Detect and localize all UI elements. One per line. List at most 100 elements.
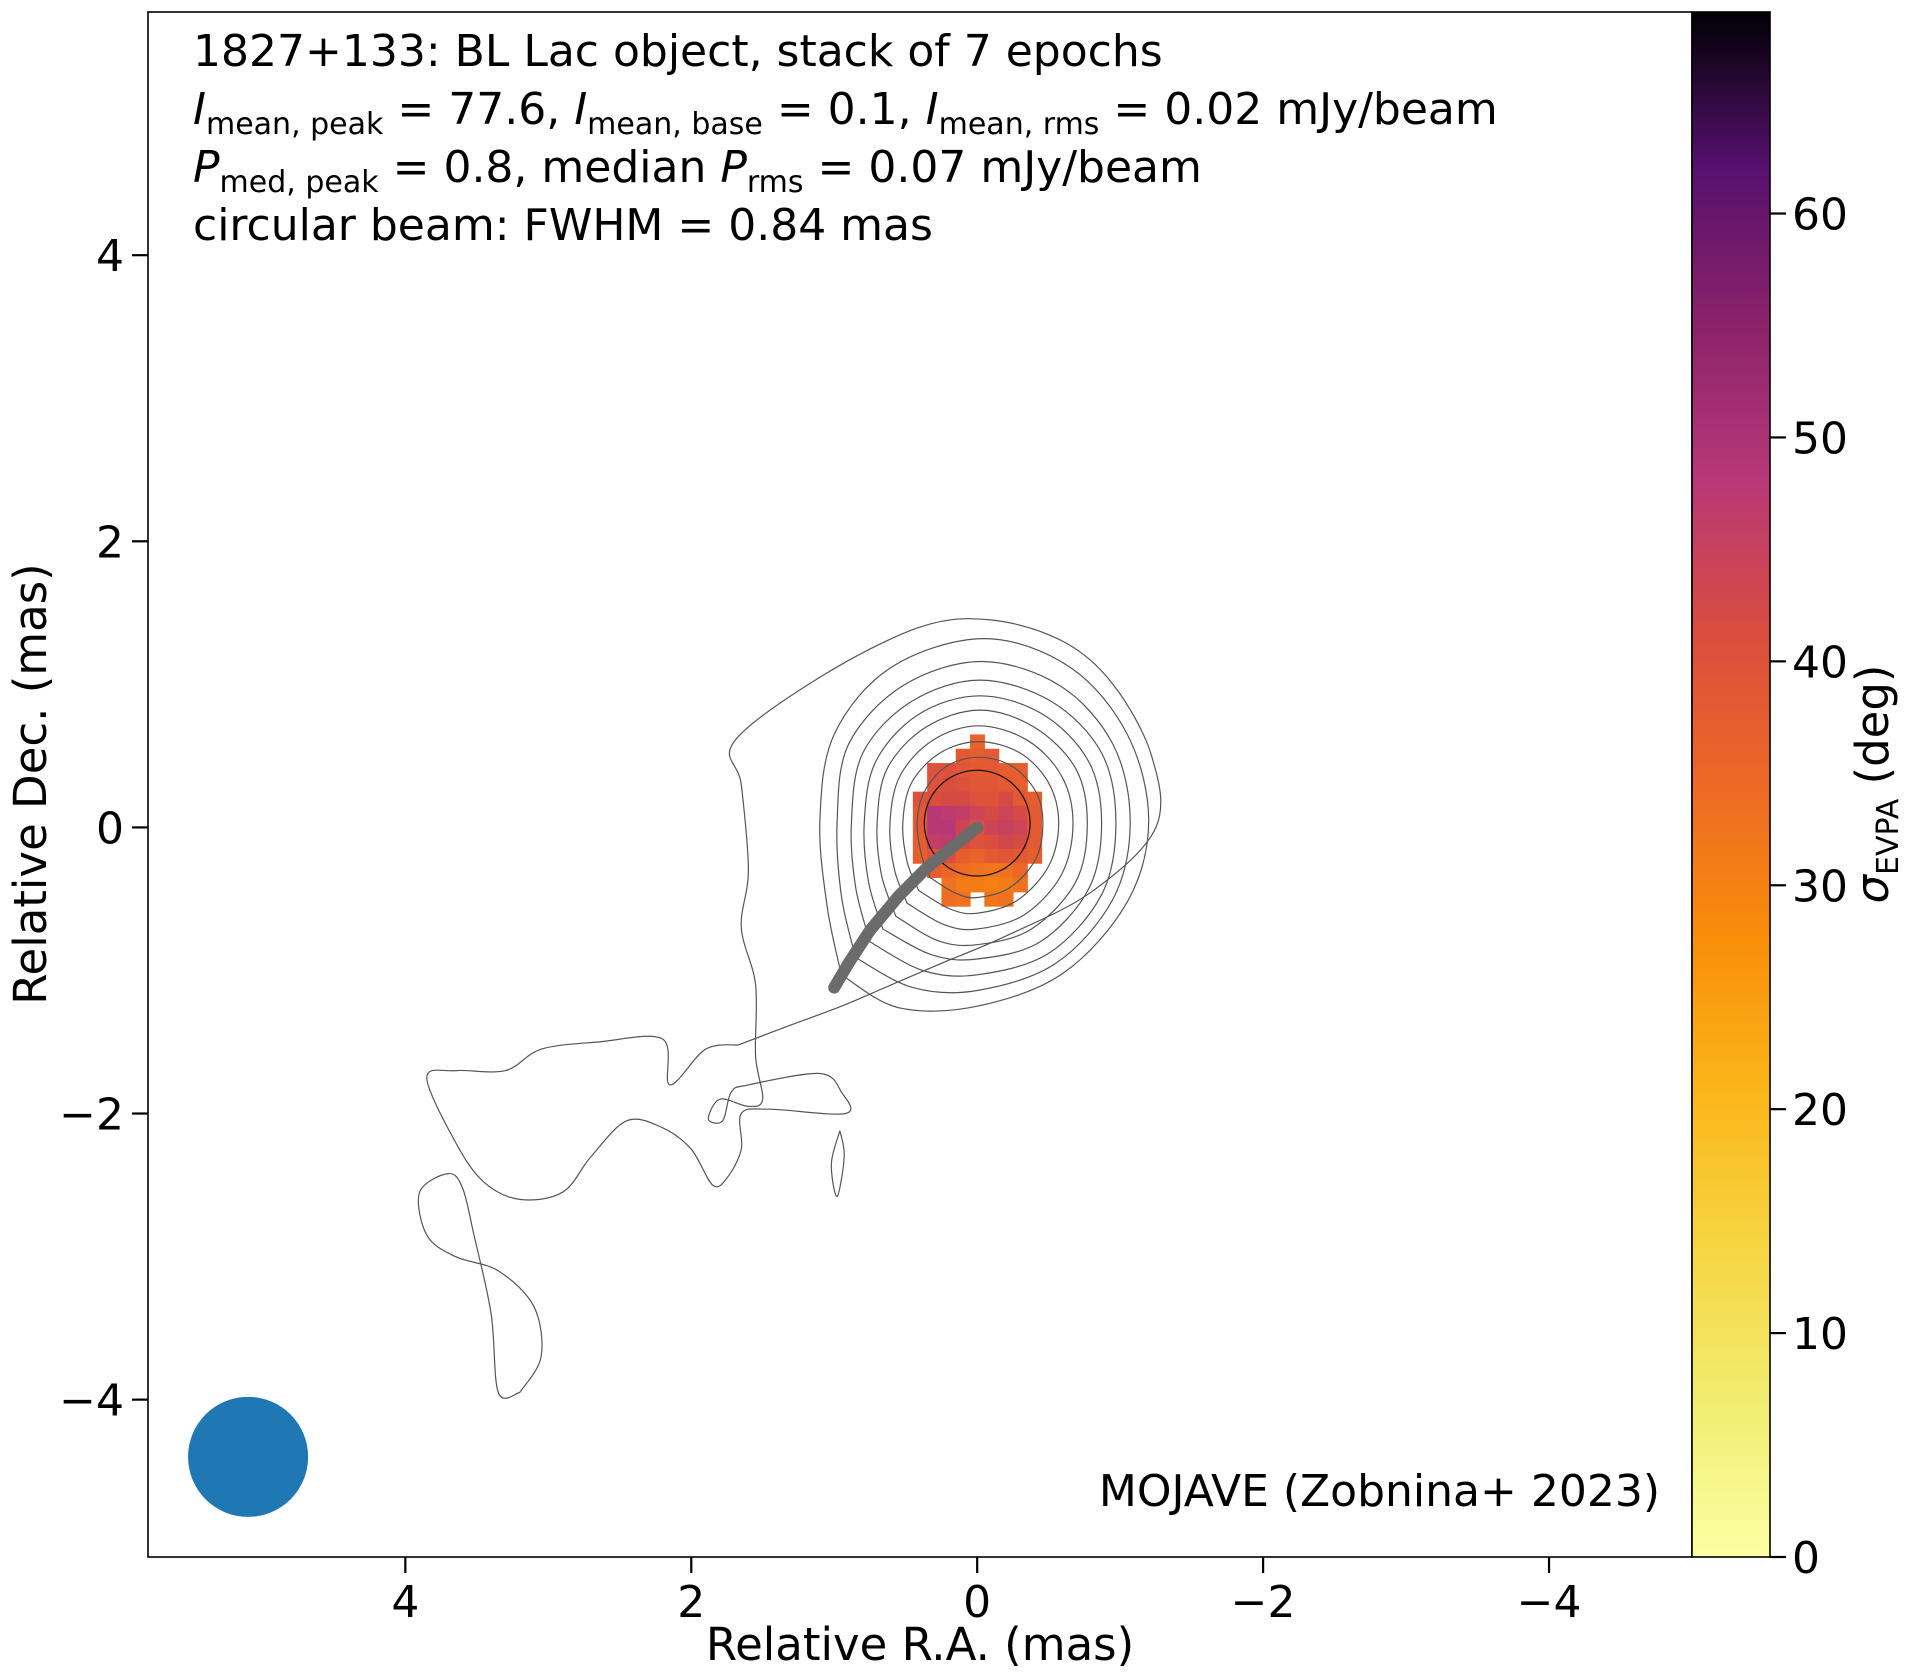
- colorbar-tick-label: 40: [1792, 637, 1848, 688]
- evpa-sigma-pixel: [984, 748, 1000, 764]
- x-tick-label: 2: [677, 1577, 705, 1628]
- evpa-sigma-pixel: [984, 848, 1000, 864]
- beam-layer: [188, 1396, 309, 1517]
- evpa-sigma-pixel: [984, 820, 1000, 836]
- evpa-sigma-pixel: [984, 791, 1000, 807]
- x-tick-label: 0: [963, 1577, 991, 1628]
- evpa-sigma-pixel: [1012, 820, 1028, 836]
- intensity-contour: [850, 679, 1117, 977]
- evpa-sigma-pixel: [1012, 877, 1028, 893]
- evpa-sigma-pixel: [970, 834, 985, 850]
- y-axis-ticks: 4 2 0 −2 −4: [59, 231, 148, 1427]
- y-tick-label: −4: [59, 1376, 124, 1427]
- intensity-contour: [819, 637, 1150, 1012]
- intensity-contour: [916, 756, 1044, 899]
- evpa-sigma-pixel: [1027, 805, 1043, 821]
- evpa-sigma-pixel: [1027, 834, 1043, 850]
- y-tick-label: −2: [59, 1090, 124, 1141]
- evpa-sigma-pixel: [927, 834, 943, 850]
- evpa-sigma-pixel: [927, 763, 943, 778]
- evpa-sigma-pixel: [998, 763, 1014, 778]
- colorbar-ticks: 0 10 20 30 40 50 60: [1770, 190, 1848, 1584]
- evpa-sigma-pixel: [1012, 791, 1028, 807]
- colorbar-tick-label: 20: [1792, 1085, 1848, 1136]
- colorbar-gradient: [1691, 11, 1771, 1558]
- evpa-sigma-pixel: [955, 877, 971, 893]
- evpa-sigma-pixel: [984, 834, 1000, 850]
- evpa-sigma-pixel: [955, 805, 971, 821]
- evpa-sigma-pixels: [912, 734, 1043, 907]
- evpa-sigma-pixel: [941, 877, 957, 893]
- intensity-contour: [830, 1130, 845, 1198]
- evpa-sigma-pixel: [1012, 805, 1028, 821]
- x-axis-ticks: 4 2 0 −2 −4: [391, 1557, 1581, 1628]
- evpa-sigma-pixel: [955, 763, 971, 778]
- x-axis-label: Relative R.A. (mas): [706, 1618, 1134, 1671]
- evpa-sigma-pixel: [941, 777, 957, 793]
- colorbar-tick-label: 50: [1792, 413, 1848, 464]
- colorbar-label: σEVPA (deg): [1846, 665, 1905, 904]
- evpa-sigma-pixel: [941, 805, 957, 821]
- evpa-sigma-pixel: [927, 820, 943, 836]
- evpa-sigma-pixel: [955, 891, 971, 907]
- evpa-sigma-pixel: [998, 777, 1014, 793]
- intensity-contour: [426, 618, 1162, 1201]
- core-circle: [923, 769, 1031, 877]
- y-axis-label: Relative Dec. (mas): [4, 563, 57, 1004]
- evpa-sigma-pixel: [955, 791, 971, 807]
- intensity-contour: [902, 740, 1060, 915]
- evpa-sigma-pixel: [955, 748, 971, 764]
- evpa-sigma-pixel: [1012, 777, 1028, 793]
- annotation-line: Pmed, peak = 0.8, median Prms = 0.07 mJy…: [193, 142, 1202, 200]
- colorbar-tick-label: 10: [1792, 1309, 1848, 1360]
- evpa-sigma-pixel: [970, 863, 985, 879]
- x-tick-label: −2: [1231, 1577, 1296, 1628]
- evpa-sigma-pixel: [941, 820, 957, 836]
- intensity-contour: [863, 695, 1103, 961]
- evpa-sigma-pixel: [998, 834, 1014, 850]
- evpa-sigma-pixel: [912, 848, 928, 864]
- evpa-sigma-pixel: [970, 805, 985, 821]
- annotation-block: 1827+133: BL Lac object, stack of 7 epoc…: [193, 26, 1498, 251]
- annotation-line: Imean, peak = 77.6, Imean, base = 0.1, I…: [193, 84, 1498, 142]
- evpa-sigma-pixel: [912, 805, 928, 821]
- evpa-sigma-pixel: [912, 791, 928, 807]
- evpa-sigma-pixel: [998, 805, 1014, 821]
- evpa-sigma-pixel: [984, 777, 1000, 793]
- plot-area: [188, 618, 1162, 1517]
- evpa-sigma-pixel: [984, 877, 1000, 893]
- x-tick-label: −4: [1517, 1577, 1582, 1628]
- evpa-sigma-pixel: [941, 891, 957, 907]
- colorbar-tick-label: 60: [1792, 190, 1848, 241]
- intensity-contour: [889, 725, 1074, 931]
- evpa-sigma-pixel: [984, 863, 1000, 879]
- evpa-sigma-pixel: [984, 763, 1000, 778]
- evpa-sigma-pixel: [912, 834, 928, 850]
- beam-ellipse: [188, 1396, 309, 1517]
- evpa-sigma-pixel: [998, 791, 1014, 807]
- evpa-sigma-pixel: [955, 848, 971, 864]
- jet-ridgeline: [828, 821, 984, 994]
- evpa-sigma-pixel: [927, 777, 943, 793]
- x-tick-label: 4: [391, 1577, 419, 1628]
- intensity-contour: [417, 1172, 543, 1399]
- intensity-contours: [417, 618, 1162, 1399]
- intensity-contour: [876, 709, 1088, 947]
- evpa-sigma-pixel: [1012, 848, 1028, 864]
- evpa-sigma-pixel: [1012, 834, 1028, 850]
- evpa-sigma-pixel: [1012, 863, 1028, 879]
- credit-text: MOJAVE (Zobnina+ 2023): [1099, 1466, 1660, 1517]
- evpa-sigma-pixel: [941, 863, 957, 879]
- evpa-sigma-pixel: [927, 805, 943, 821]
- intensity-contour: [836, 660, 1131, 994]
- evpa-sigma-pixel: [1027, 820, 1043, 836]
- evpa-sigma-pixel: [998, 891, 1014, 907]
- evpa-sigma-pixel: [941, 791, 957, 807]
- evpa-sigma-pixel: [970, 777, 985, 793]
- evpa-sigma-pixel: [998, 877, 1014, 893]
- y-tick-label: 4: [96, 231, 124, 282]
- annotation-line: circular beam: FWHM = 0.84 mas: [193, 200, 933, 251]
- evpa-sigma-pixel: [984, 805, 1000, 821]
- annotation-line: 1827+133: BL Lac object, stack of 7 epoc…: [193, 26, 1163, 77]
- evpa-sigma-pixel: [955, 777, 971, 793]
